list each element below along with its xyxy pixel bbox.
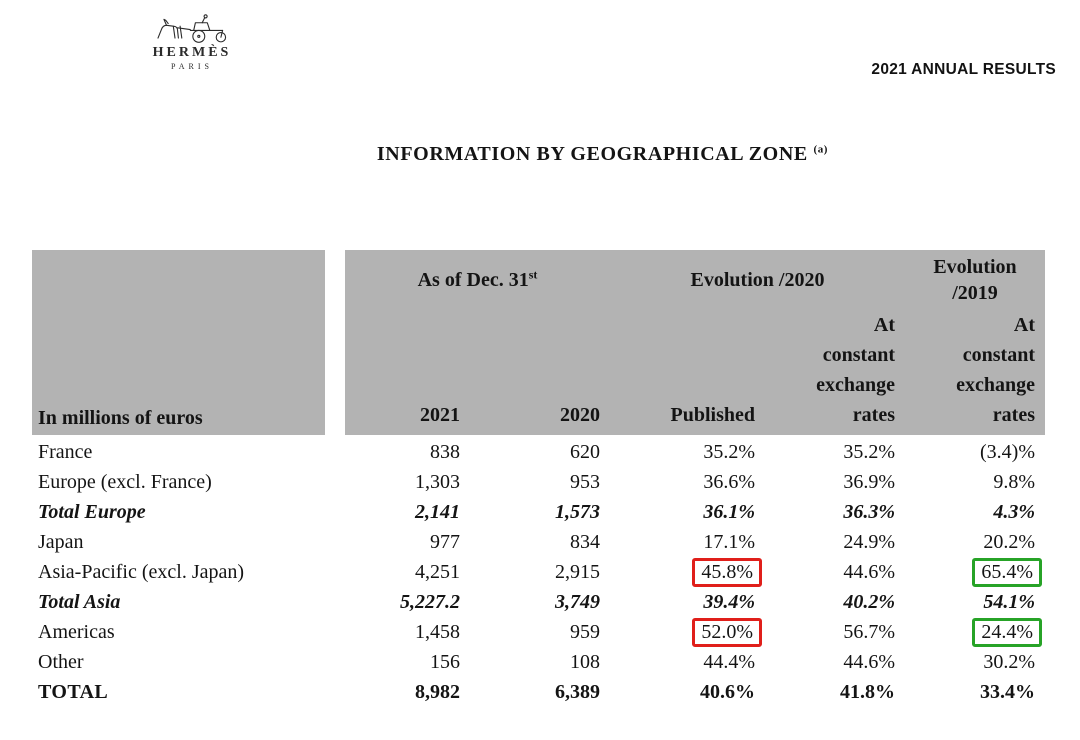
cell-constant-2020: 36.3% <box>843 500 895 523</box>
cell-constant-2020: 40.2% <box>843 590 895 613</box>
cell-constant-2019: 65.4% <box>905 557 1045 587</box>
cell-2020: 959 <box>570 620 600 643</box>
cell-2021: 5,227.2 <box>400 590 460 613</box>
cell-published: 35.2% <box>703 440 755 463</box>
row-label: Americas <box>38 620 115 643</box>
cell-published: 52.0% <box>610 617 765 647</box>
column-header-published: Published <box>610 310 765 435</box>
row-label: Total Asia <box>38 590 121 613</box>
cell-2020: 108 <box>570 650 600 673</box>
cell-2021: 1,303 <box>415 470 460 493</box>
table-row: France 838 620 35.2% 35.2% (3.4)% <box>32 437 1045 467</box>
cell-constant-2019: (3.4)% <box>980 440 1035 463</box>
row-label: Asia-Pacific (excl. Japan) <box>38 560 245 583</box>
page-title-note: (a) <box>813 143 829 156</box>
geo-zone-table: In millions of euros As of Dec. 31st Evo… <box>32 250 1045 707</box>
group-header-as-of: As of Dec. 31st <box>345 250 610 310</box>
cell-constant-2019: 30.2% <box>983 650 1035 673</box>
table-row: Americas 1,458 959 52.0% 56.7% 24.4% <box>32 617 1045 647</box>
column-header-constant-rates-2019: At constant exchange rates <box>905 310 1045 435</box>
row-label: Total Europe <box>38 500 146 523</box>
corner-header: In millions of euros <box>32 250 345 435</box>
table-row-subtotal: Total Europe 2,141 1,573 36.1% 36.3% 4.3… <box>32 497 1045 527</box>
table-header: In millions of euros As of Dec. 31st Evo… <box>32 250 1045 435</box>
cell-constant-2020: 36.9% <box>843 470 895 493</box>
column-header-2020: 2020 <box>470 310 610 435</box>
row-label: Europe (excl. France) <box>38 470 212 493</box>
cell-constant-2020: 44.6% <box>843 650 895 673</box>
group-header-evolution-2019: Evolution /2019 <box>905 250 1045 310</box>
cell-constant-2019: 24.4% <box>905 617 1045 647</box>
page-title-text: INFORMATION BY GEOGRAPHICAL ZONE <box>376 143 808 165</box>
cell-2021: 2,141 <box>415 500 460 523</box>
annual-results-label: 2021 ANNUAL RESULTS <box>871 61 1056 78</box>
page-title: INFORMATION BY GEOGRAPHICAL ZONE (a) <box>0 143 1080 166</box>
group-header-evolution-2020: Evolution /2020 <box>610 250 905 310</box>
cell-constant-2020: 35.2% <box>843 440 895 463</box>
cell-constant-2019: 9.8% <box>993 470 1035 493</box>
cell-2021: 977 <box>430 530 460 553</box>
table-body: France 838 620 35.2% 35.2% (3.4)% Europe… <box>32 437 1045 707</box>
cell-published: 36.1% <box>703 500 755 523</box>
hermes-logo: HERMÈS PARIS <box>146 10 238 71</box>
cell-constant-2019: 54.1% <box>983 590 1035 613</box>
brand-city: PARIS <box>171 62 213 71</box>
cell-published: 17.1% <box>703 530 755 553</box>
carriage-icon <box>146 10 238 44</box>
cell-published: 40.6% <box>700 680 755 703</box>
row-label: France <box>38 440 93 463</box>
cell-2020: 3,749 <box>555 590 600 613</box>
cell-constant-2019: 20.2% <box>983 530 1035 553</box>
table-row: Other 156 108 44.4% 44.6% 30.2% <box>32 647 1045 677</box>
cell-constant-2020: 41.8% <box>840 680 895 703</box>
column-header-constant-rates-2020: At constant exchange rates <box>765 310 905 435</box>
row-label: Other <box>38 650 84 673</box>
cell-2021: 838 <box>430 440 460 463</box>
table-row-subtotal: Total Asia 5,227.2 3,749 39.4% 40.2% 54.… <box>32 587 1045 617</box>
brand-name: HERMÈS <box>152 45 232 60</box>
cell-published: 39.4% <box>703 590 755 613</box>
cell-constant-2020: 24.9% <box>843 530 895 553</box>
row-label: TOTAL <box>38 680 109 703</box>
table-row: Asia-Pacific (excl. Japan) 4,251 2,915 4… <box>32 557 1045 587</box>
column-header-2021: 2021 <box>345 310 470 435</box>
cell-2020: 1,573 <box>555 500 600 523</box>
cell-2021: 156 <box>430 650 460 673</box>
cell-2020: 6,389 <box>555 680 600 703</box>
cell-2020: 2,915 <box>555 560 600 583</box>
cell-2021: 8,982 <box>415 680 460 703</box>
table-row-total: TOTAL 8,982 6,389 40.6% 41.8% 33.4% <box>32 677 1045 707</box>
table-row: Europe (excl. France) 1,303 953 36.6% 36… <box>32 467 1045 497</box>
cell-2021: 4,251 <box>415 560 460 583</box>
cell-published: 36.6% <box>703 470 755 493</box>
cell-2020: 620 <box>570 440 600 463</box>
cell-constant-2019: 33.4% <box>980 680 1035 703</box>
cell-published: 45.8% <box>610 557 765 587</box>
cell-constant-2020: 56.7% <box>843 620 895 643</box>
cell-2020: 834 <box>570 530 600 553</box>
cell-constant-2019: 4.3% <box>993 500 1035 523</box>
cell-constant-2020: 44.6% <box>843 560 895 583</box>
table-row: Japan 977 834 17.1% 24.9% 20.2% <box>32 527 1045 557</box>
row-label: Japan <box>38 530 84 553</box>
cell-published: 44.4% <box>703 650 755 673</box>
cell-2021: 1,458 <box>415 620 460 643</box>
cell-2020: 953 <box>570 470 600 493</box>
